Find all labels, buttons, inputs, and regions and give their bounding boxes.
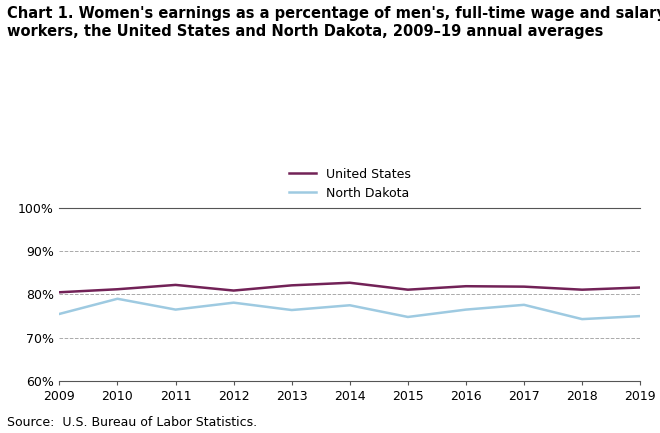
North Dakota xyxy=(172,307,180,312)
United States xyxy=(55,290,63,295)
Line: North Dakota: North Dakota xyxy=(59,299,640,319)
United States xyxy=(230,288,238,293)
United States xyxy=(114,287,121,292)
North Dakota xyxy=(288,307,296,313)
United States xyxy=(346,280,354,285)
United States xyxy=(404,287,412,292)
Text: workers, the United States and North Dakota, 2009–19 annual averages: workers, the United States and North Dak… xyxy=(7,24,603,39)
North Dakota xyxy=(230,300,238,305)
United States xyxy=(462,284,470,289)
North Dakota xyxy=(578,317,586,322)
North Dakota xyxy=(462,307,470,312)
United States xyxy=(636,285,644,290)
United States xyxy=(172,282,180,288)
North Dakota xyxy=(114,296,121,301)
North Dakota xyxy=(346,303,354,308)
United States xyxy=(578,287,586,292)
United States xyxy=(520,284,528,289)
North Dakota xyxy=(636,313,644,319)
North Dakota xyxy=(404,314,412,320)
Text: Chart 1. Women's earnings as a percentage of men's, full-time wage and salary: Chart 1. Women's earnings as a percentag… xyxy=(7,6,660,22)
Line: United States: United States xyxy=(59,283,640,292)
North Dakota xyxy=(520,302,528,307)
Text: Source:  U.S. Bureau of Labor Statistics.: Source: U.S. Bureau of Labor Statistics. xyxy=(7,416,257,429)
Legend: United States, North Dakota: United States, North Dakota xyxy=(288,168,411,200)
United States xyxy=(288,283,296,288)
North Dakota xyxy=(55,311,63,317)
